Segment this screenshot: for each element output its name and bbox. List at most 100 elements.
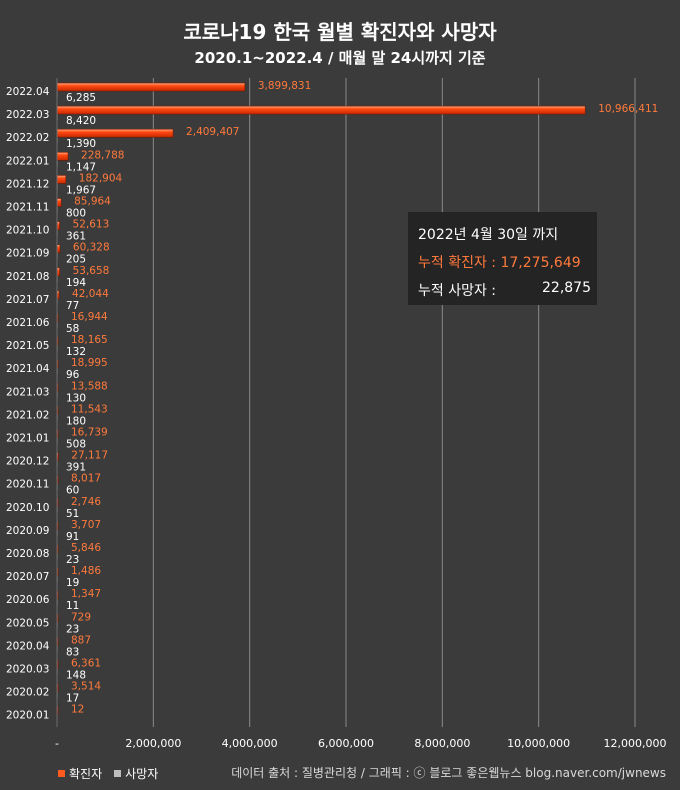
confirmed-data-label: 60,328 (73, 242, 110, 254)
confirmed-data-label: 16,944 (71, 311, 108, 323)
confirmed-data-label: 27,117 (71, 450, 108, 462)
y-tick-label: 2022.01 (6, 155, 49, 167)
y-tick-label: 2021.02 (6, 409, 49, 421)
death-data-label: 391 (66, 462, 86, 474)
y-tick-label: 2020.12 (6, 456, 49, 468)
y-tick-label: 2020.08 (6, 548, 49, 560)
info-deaths-value: 22,875 (542, 280, 591, 296)
y-tick-label: 2022.02 (6, 132, 49, 144)
confirmed-data-label: 12 (71, 704, 84, 716)
death-data-label: 96 (66, 369, 80, 381)
confirmed-data-label: 182,904 (79, 172, 123, 184)
y-tick-label: 2021.08 (6, 271, 49, 283)
death-data-label: 800 (66, 208, 86, 220)
y-tick-label: 2021.12 (6, 178, 49, 190)
confirmed-bar (56, 175, 67, 184)
confirmed-bar (56, 128, 174, 138)
death-data-label: 51 (66, 508, 79, 520)
confirmed-data-label: 887 (71, 634, 91, 646)
x-tick-label: 2,000,000 (125, 737, 181, 750)
death-data-label: 60 (66, 485, 79, 497)
y-tick-label: 2020.06 (6, 594, 50, 606)
y-tick-label: 2020.01 (6, 710, 49, 722)
y-tick-label: 2021.09 (6, 248, 49, 260)
x-tick-label: 4,000,000 (222, 737, 278, 750)
death-data-label: 19 (66, 577, 79, 589)
death-data-label: 91 (66, 531, 79, 543)
x-tick-label: 12,000,000 (604, 737, 667, 750)
death-data-label: 6,285 (66, 92, 96, 104)
confirmed-data-label: 85,964 (74, 196, 111, 208)
confirmed-bar (56, 82, 246, 92)
confirmed-data-label: 5,846 (71, 542, 101, 554)
y-tick-label: 2021.10 (6, 225, 49, 237)
confirmed-data-label: 729 (71, 611, 91, 623)
confirmed-data-label: 11,543 (71, 403, 108, 415)
confirmed-bar (56, 105, 586, 115)
death-data-label: 1,967 (66, 184, 96, 196)
y-tick-label: 2021.03 (6, 386, 49, 398)
y-tick-label: 2020.11 (6, 479, 49, 491)
x-tick-label: - (55, 737, 59, 750)
y-tick-label: 2020.03 (6, 664, 49, 676)
confirmed-data-label: 18,165 (71, 334, 108, 346)
confirmed-data-label: 6,361 (71, 658, 101, 670)
death-data-label: 8,420 (66, 115, 96, 127)
confirmed-data-label: 42,044 (72, 288, 109, 300)
death-data-label: 130 (66, 392, 86, 404)
info-confirmed: 누적 확진자 : 17,275,649 (418, 252, 581, 272)
legend-confirmed-label: 확진자 (69, 767, 103, 781)
death-data-label: 11 (66, 600, 79, 612)
y-tick-label: 2020.02 (6, 687, 49, 699)
death-data-label: 508 (66, 439, 86, 451)
info-confirmed-value: 17,275,649 (500, 255, 581, 271)
death-data-label: 23 (66, 554, 79, 566)
y-tick-label: 2021.04 (6, 363, 50, 375)
info-deaths: 누적 사망자 : 22,875 (418, 280, 591, 300)
y-tick-label: 2020.07 (6, 571, 49, 583)
y-tick-label: 2021.11 (6, 202, 49, 214)
y-tick-label: 2022.04 (6, 86, 50, 98)
y-tick-label: 2021.05 (6, 340, 49, 352)
confirmed-data-label: 2,746 (71, 496, 101, 508)
x-tick-label: 6,000,000 (318, 737, 374, 750)
source-credit: 데이터 출처 : 질병관리청 / 그래픽 : ⓒ 블로그 좋은웹뉴스 blog.… (231, 766, 666, 780)
death-data-label: 194 (66, 277, 86, 289)
y-tick-label: 2022.03 (6, 109, 49, 121)
legend-confirmed-swatch (58, 770, 65, 777)
confirmed-data-label: 228,788 (81, 149, 124, 161)
confirmed-bar (56, 198, 62, 207)
confirmed-data-label: 1,486 (71, 565, 101, 577)
chart-subtitle: 2020.1~2022.4 / 매월 말 24시까지 기준 (194, 49, 486, 67)
legend-deaths-swatch (114, 770, 122, 777)
chart-legend: 확진자 사망자 (58, 765, 158, 782)
death-data-label: 1,390 (66, 138, 96, 150)
death-data-label: 23 (66, 623, 79, 635)
y-tick-label: 2020.09 (6, 525, 49, 537)
death-data-label: 1,147 (66, 161, 96, 173)
y-tick-label: 2021.07 (6, 294, 49, 306)
confirmed-data-label: 53,658 (73, 265, 110, 277)
y-tick-label: 2020.05 (6, 617, 49, 629)
chart-title: 코로나19 한국 월별 확진자와 사망자 (183, 20, 497, 44)
confirmed-data-label: 10,966,411 (598, 103, 658, 115)
death-data-label: 17 (66, 693, 79, 705)
death-data-label: 132 (66, 346, 86, 358)
confirmed-data-label: 18,995 (71, 357, 108, 369)
confirmed-bar (56, 152, 69, 161)
confirmed-data-label: 13,588 (71, 380, 108, 392)
y-tick-label: 2021.01 (6, 433, 49, 445)
death-data-label: 77 (66, 300, 79, 312)
info-date: 2022년 4월 30일 까지 (418, 227, 559, 243)
confirmed-data-label: 8,017 (71, 473, 101, 485)
y-tick-label: 2021.06 (6, 317, 50, 329)
death-data-label: 361 (66, 231, 86, 243)
cumulative-info-box: 2022년 4월 30일 까지 누적 확진자 : 17,275,649 누적 사… (408, 212, 597, 305)
death-data-label: 180 (66, 415, 86, 427)
confirmed-data-label: 3,707 (71, 519, 101, 531)
confirmed-data-label: 52,613 (73, 219, 110, 231)
confirmed-data-label: 3,899,831 (258, 80, 311, 92)
y-tick-label: 2020.04 (6, 640, 50, 652)
